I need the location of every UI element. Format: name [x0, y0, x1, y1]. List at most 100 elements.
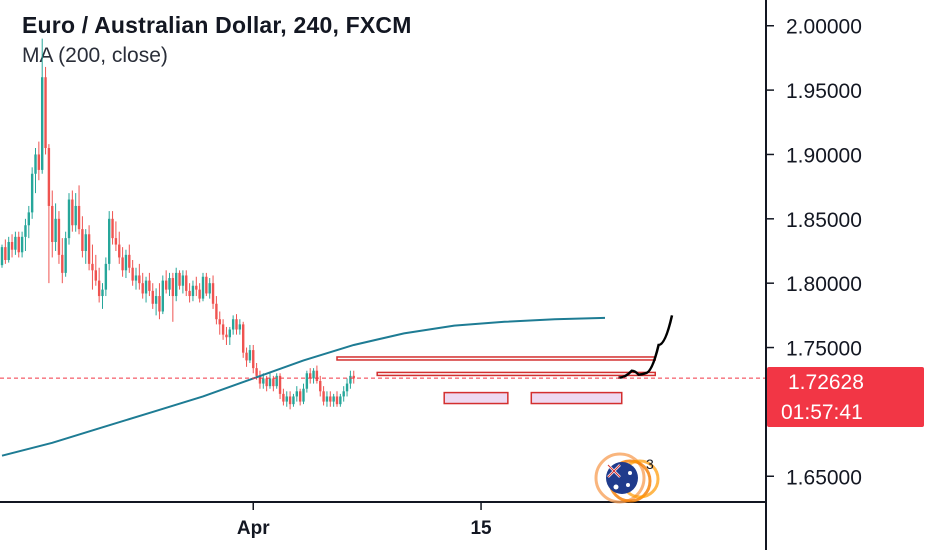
candle-body: [144, 280, 148, 294]
candle-body: [195, 285, 198, 290]
candle-body: [101, 289, 104, 297]
price-tick-label: 2.00000: [786, 16, 862, 39]
chart-title: Euro / Australian Dollar, 240, FXCM: [22, 12, 412, 38]
candle-body: [0, 247, 4, 266]
time-tick-label: Apr: [237, 518, 270, 539]
candle-body: [71, 199, 74, 226]
projection-path[interactable]: [618, 315, 674, 380]
candle-body: [278, 375, 282, 394]
candle-body: [231, 319, 235, 330]
candle-body: [211, 283, 215, 304]
ideas-badge[interactable]: 3: [594, 452, 660, 504]
candle-body: [268, 378, 272, 387]
candle-body: [57, 218, 61, 255]
candle-body: [121, 257, 124, 271]
candle-body: [91, 263, 94, 271]
candle-body: [335, 396, 339, 405]
candle-body: [14, 236, 17, 250]
time-axis[interactable]: Apr 15: [237, 502, 492, 539]
horizontal-level: [376, 371, 656, 377]
candle-body: [7, 241, 10, 261]
candle-body: [47, 148, 51, 206]
candle-body: [312, 370, 315, 379]
support-zone: [530, 391, 623, 405]
candle-body: [349, 375, 352, 384]
candle-body: [20, 236, 24, 253]
price-axis[interactable]: 2.00000 1.95000 1.90000 1.85000 1.80000 1.750…: [766, 16, 862, 490]
candle-body: [252, 350, 255, 369]
candle-body: [205, 276, 208, 294]
candle-body: [181, 275, 185, 286]
candle-body: [128, 254, 131, 268]
ma-200-line[interactable]: [1, 316, 606, 457]
candle-body: [84, 234, 87, 251]
candle-body: [61, 254, 64, 273]
candle-body: [124, 254, 128, 271]
candle-body: [305, 373, 309, 389]
candle-body: [352, 375, 355, 379]
candle-body: [322, 391, 325, 402]
candle-body: [272, 378, 275, 387]
ideas-count: 3: [646, 456, 654, 472]
candles-layer: [0, 38, 355, 410]
candle-body: [198, 289, 201, 299]
candle-body: [218, 319, 221, 325]
candle-body: [288, 396, 292, 405]
candle-body: [4, 247, 7, 261]
candle-body: [141, 283, 144, 294]
candle-body: [342, 391, 345, 397]
candle-body: [118, 244, 121, 258]
candle-body: [255, 368, 258, 376]
candle-body: [164, 280, 168, 290]
candle-body: [131, 267, 134, 281]
ma-indicator-label[interactable]: MA (200, close): [22, 44, 168, 67]
candle-body: [104, 263, 108, 290]
price-tick-label: 1.65000: [786, 466, 862, 489]
support-zone: [443, 391, 509, 405]
candle-body: [298, 391, 302, 402]
candle-body: [275, 375, 278, 387]
candle-body: [34, 154, 37, 174]
candle-body: [67, 199, 71, 239]
candle-body: [245, 352, 248, 361]
last-price-badge: 1.72628 01:57:41: [767, 367, 924, 427]
candle-body: [30, 173, 34, 213]
candle-body: [87, 234, 91, 264]
candle-body: [175, 272, 178, 297]
candle-body: [319, 381, 322, 392]
candle-body: [81, 229, 84, 251]
candle-body: [242, 324, 245, 353]
candle-body: [238, 324, 242, 330]
candle-body: [27, 212, 30, 226]
candle-body: [134, 275, 138, 281]
candle-body: [111, 218, 114, 239]
candle-body: [345, 383, 349, 392]
candle-body: [158, 296, 161, 312]
candle-body: [285, 396, 288, 402]
candle-body: [64, 238, 67, 273]
candle-body: [309, 373, 312, 379]
time-tick-label: 15: [470, 518, 492, 539]
candle-body: [161, 280, 164, 312]
candle-body: [54, 218, 57, 242]
candle-body: [191, 285, 195, 297]
candle-body: [215, 303, 218, 320]
candle-body: [178, 272, 181, 286]
candle-body: [292, 396, 295, 405]
price-tick-label: 1.90000: [786, 144, 862, 167]
candle-body: [171, 278, 175, 297]
candle-body: [258, 375, 262, 384]
candle-body: [228, 329, 231, 338]
candle-body: [154, 296, 158, 304]
zones-layer: [443, 391, 623, 405]
price-tick-label: 1.75000: [786, 338, 862, 361]
horizontal-level: [336, 356, 656, 361]
candle-body: [339, 396, 342, 405]
candle-body: [248, 350, 252, 361]
candle-body: [208, 283, 211, 294]
candle-body: [24, 225, 27, 237]
bar-countdown: 01:57:41: [781, 401, 863, 424]
candle-body: [185, 275, 188, 291]
candle-body: [97, 280, 101, 297]
